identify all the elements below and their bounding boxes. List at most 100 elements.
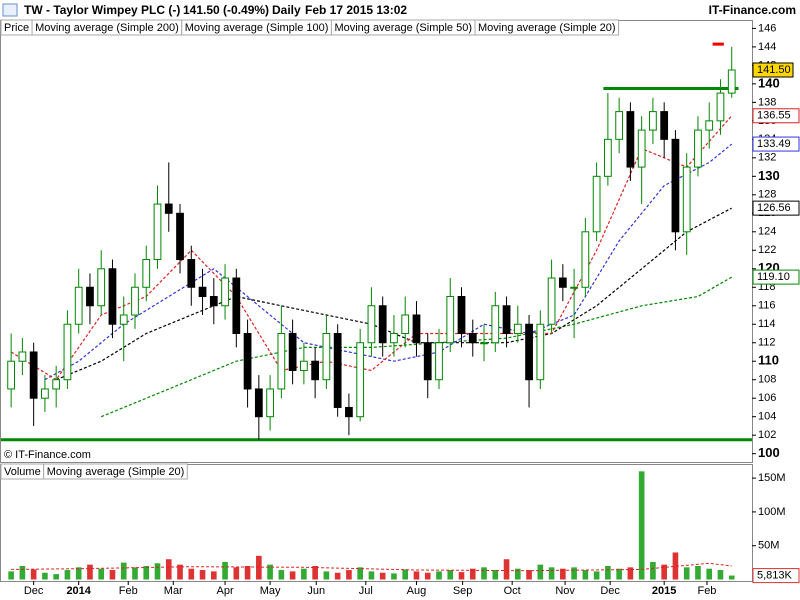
x-tick-label: Dec bbox=[24, 585, 44, 597]
y-tick-label: 100 bbox=[758, 445, 780, 460]
volume-bar bbox=[188, 568, 195, 580]
x-tick-label: Apr bbox=[216, 585, 233, 597]
candle-body bbox=[119, 314, 128, 325]
volume-moving-average bbox=[11, 562, 732, 572]
y-tick-label: 122 bbox=[758, 244, 776, 256]
candle-body bbox=[727, 69, 736, 94]
period: Daily bbox=[272, 3, 301, 17]
volume-bar bbox=[413, 571, 420, 580]
volume-bar bbox=[706, 568, 713, 580]
y-tick-label: 108 bbox=[758, 374, 776, 386]
candle-body bbox=[525, 323, 533, 381]
volume-bar bbox=[503, 559, 510, 580]
volume-bar bbox=[199, 570, 206, 580]
candle-body bbox=[288, 332, 297, 371]
volume-bar bbox=[323, 571, 330, 580]
volume-bar bbox=[379, 572, 386, 580]
candle-body bbox=[356, 342, 365, 418]
volume-bar bbox=[492, 570, 499, 580]
y-tick-label: 110 bbox=[758, 353, 779, 368]
volume-bar bbox=[8, 571, 14, 580]
menu-icon[interactable] bbox=[2, 3, 18, 17]
candle-body bbox=[649, 111, 657, 131]
legend-label: Moving average (Simple 200) bbox=[35, 22, 179, 34]
candle-body bbox=[232, 277, 241, 334]
y-tick-label: 106 bbox=[758, 392, 776, 404]
volume-bar bbox=[469, 568, 476, 580]
candle-body bbox=[243, 332, 252, 390]
candle-body bbox=[63, 323, 72, 381]
candle-body bbox=[18, 351, 27, 362]
volume-bar bbox=[30, 569, 37, 580]
quote: 141.50 (-0.49%) bbox=[183, 3, 269, 17]
candle-body bbox=[536, 323, 545, 381]
volume-bar bbox=[312, 565, 318, 580]
legend-label: Moving average (Simple 20) bbox=[47, 466, 185, 478]
candle-body bbox=[626, 111, 635, 168]
volume-bar bbox=[143, 565, 150, 580]
x-tick-label: Jun bbox=[307, 585, 325, 597]
candle-body bbox=[299, 360, 308, 371]
volume-bar bbox=[165, 559, 172, 580]
volume-bar bbox=[87, 564, 93, 580]
volume-bar bbox=[593, 571, 600, 580]
volume-bar bbox=[537, 564, 544, 580]
volume-bar bbox=[42, 572, 48, 580]
volume-bar bbox=[638, 471, 645, 580]
candle-body bbox=[176, 212, 184, 261]
volume-bar bbox=[368, 571, 375, 580]
symbol: TW - Taylor Wimpey PLC (-) bbox=[24, 3, 180, 17]
y-tick-label: 128 bbox=[758, 189, 776, 201]
candle-body bbox=[266, 388, 274, 418]
value-label: 126.56 bbox=[757, 202, 791, 214]
volume-bar bbox=[267, 564, 273, 580]
candle-body bbox=[412, 314, 421, 344]
volume-bar bbox=[605, 565, 611, 580]
volume-bar bbox=[289, 571, 296, 580]
volume-bar bbox=[19, 565, 26, 580]
volume-bar bbox=[210, 571, 217, 580]
volume-bar bbox=[357, 567, 363, 580]
x-tick-label: Nov bbox=[555, 585, 575, 597]
volume-bar bbox=[616, 568, 622, 580]
candle-body bbox=[41, 388, 49, 399]
volume-bar bbox=[582, 570, 589, 580]
candle-body bbox=[480, 342, 488, 345]
legend-label: Moving average (Simple 20) bbox=[478, 22, 616, 34]
y-tick-label: 130 bbox=[758, 168, 780, 183]
y-tick-label: 132 bbox=[758, 152, 776, 164]
volume-bar bbox=[627, 567, 634, 580]
volume-bar bbox=[222, 561, 228, 580]
candle-body bbox=[277, 332, 286, 390]
value-box bbox=[752, 568, 800, 584]
candle-body bbox=[29, 351, 38, 399]
y-tick-label: 102 bbox=[758, 429, 776, 441]
x-tick-label: Mar bbox=[164, 585, 183, 597]
volume-bar bbox=[256, 555, 262, 580]
x-tick-label: 2015 bbox=[652, 585, 676, 597]
source: © IT-Finance.com bbox=[4, 449, 91, 461]
y-tick-label: 116 bbox=[758, 300, 776, 312]
candle-body bbox=[322, 332, 331, 381]
candle-body bbox=[153, 203, 162, 261]
legend-label: Price bbox=[4, 22, 29, 34]
volume-bar bbox=[53, 574, 59, 580]
volume-bar bbox=[278, 570, 285, 580]
value-label: 133.49 bbox=[757, 138, 791, 150]
candle-body bbox=[367, 305, 376, 344]
x-tick-label: Dec bbox=[600, 585, 620, 597]
candle-body bbox=[558, 277, 567, 288]
volume-bar bbox=[672, 552, 679, 580]
volume-bar bbox=[436, 571, 442, 580]
candle-body bbox=[570, 286, 578, 289]
volume-bar bbox=[571, 567, 577, 580]
timestamp: Feb 17 2015 13:02 bbox=[305, 3, 407, 17]
value-label: 119.10 bbox=[757, 271, 790, 283]
volume-bar bbox=[98, 568, 105, 580]
moving-average bbox=[44, 143, 733, 381]
legend-label: Moving average (Simple 50) bbox=[334, 22, 472, 34]
y-tick-label: 50M bbox=[758, 540, 779, 552]
volume-bar bbox=[346, 570, 352, 580]
candle-body bbox=[637, 129, 646, 168]
